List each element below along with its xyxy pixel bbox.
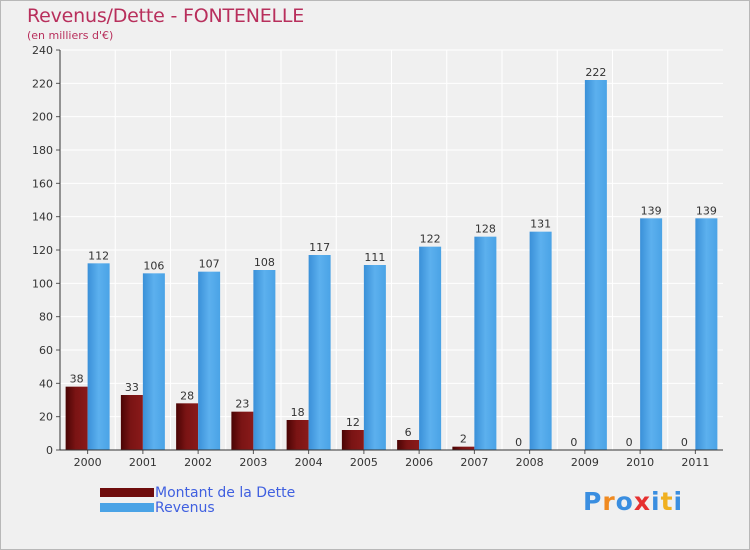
x-tick-label: 2006 (405, 456, 433, 469)
y-tick-label: 200 (32, 111, 53, 124)
data-label-dette: 23 (235, 398, 249, 411)
y-tick-label: 180 (32, 144, 53, 157)
bar-dette (176, 403, 199, 450)
logo-letter: i (651, 487, 661, 516)
data-label-revenus: 107 (199, 258, 220, 271)
x-tick-label: 2007 (460, 456, 488, 469)
y-tick-label: 80 (39, 311, 53, 324)
logo-letter: P (583, 487, 603, 516)
data-label-dette: 33 (125, 381, 139, 394)
bar-revenus (640, 218, 663, 450)
bar-revenus (253, 270, 276, 450)
y-tick-label: 0 (46, 444, 53, 457)
y-tick-label: 20 (39, 411, 53, 424)
data-label-dette: 0 (570, 436, 577, 449)
data-label-revenus: 139 (696, 204, 717, 217)
x-tick-label: 2004 (295, 456, 323, 469)
x-tick-label: 2001 (129, 456, 157, 469)
data-label-dette: 38 (70, 373, 84, 386)
chart-subtitle: (en milliers d'€) (27, 29, 114, 42)
proxiti-logo: Proxiti (583, 487, 683, 516)
logo-letter: i (673, 487, 684, 516)
data-label-revenus: 131 (530, 218, 551, 231)
y-tick-label: 220 (32, 77, 53, 90)
y-tick-label: 240 (32, 44, 53, 57)
bar-dette (286, 420, 309, 450)
x-tick-label: 2008 (516, 456, 544, 469)
data-label-dette: 12 (346, 416, 360, 429)
bar-revenus (87, 263, 110, 450)
bar-dette (452, 446, 475, 450)
y-tick-label: 40 (39, 377, 53, 390)
data-label-revenus: 222 (585, 66, 606, 79)
y-tick-label: 140 (32, 211, 53, 224)
bar-revenus (308, 255, 331, 450)
bar-dette (231, 411, 254, 450)
legend-swatch-dette (100, 488, 154, 497)
bar-revenus (584, 80, 607, 450)
legend-swatch-revenus (100, 503, 154, 512)
x-tick-label: 2009 (571, 456, 599, 469)
x-tick-label: 2002 (184, 456, 212, 469)
data-label-revenus: 111 (364, 251, 385, 264)
data-label-revenus: 117 (309, 241, 330, 254)
data-label-revenus: 139 (641, 204, 662, 217)
data-label-revenus: 122 (420, 233, 441, 246)
x-tick-label: 2003 (239, 456, 267, 469)
data-label-revenus: 112 (88, 249, 109, 262)
x-tick-label: 2010 (626, 456, 654, 469)
logo-letter: o (615, 487, 634, 516)
legend-label-revenus: Revenus (155, 500, 215, 516)
bar-revenus (529, 231, 552, 450)
logo-letter: x (633, 487, 651, 516)
data-label-revenus: 106 (143, 259, 164, 272)
bar-revenus (419, 246, 442, 450)
bar-revenus (474, 236, 497, 450)
data-label-dette: 0 (681, 436, 688, 449)
data-label-dette: 0 (515, 436, 522, 449)
x-tick-label: 2000 (74, 456, 102, 469)
bar-revenus (198, 271, 221, 450)
bar-dette (120, 395, 143, 450)
data-label-dette: 28 (180, 389, 194, 402)
y-tick-label: 120 (32, 244, 53, 257)
data-label-dette: 18 (291, 406, 305, 419)
data-label-revenus: 108 (254, 256, 275, 269)
data-label-dette: 6 (405, 426, 412, 439)
bar-revenus (142, 273, 165, 450)
y-tick-label: 160 (32, 177, 53, 190)
y-tick-label: 100 (32, 277, 53, 290)
bar-revenus (363, 265, 386, 450)
bar-dette (397, 440, 420, 450)
x-tick-label: 2005 (350, 456, 378, 469)
chart-title: Revenus/Dette - FONTENELLE (27, 5, 305, 27)
bar-dette (341, 430, 364, 450)
data-label-dette: 2 (460, 433, 467, 446)
data-label-revenus: 128 (475, 223, 496, 236)
legend-label-dette: Montant de la Dette (155, 485, 296, 501)
data-label-dette: 0 (626, 436, 633, 449)
bar-dette (65, 386, 88, 450)
logo-letter: r (602, 487, 616, 516)
x-tick-label: 2011 (681, 456, 709, 469)
logo-letter: t (660, 487, 674, 516)
bar-revenus (695, 218, 718, 450)
y-tick-label: 60 (39, 344, 53, 357)
